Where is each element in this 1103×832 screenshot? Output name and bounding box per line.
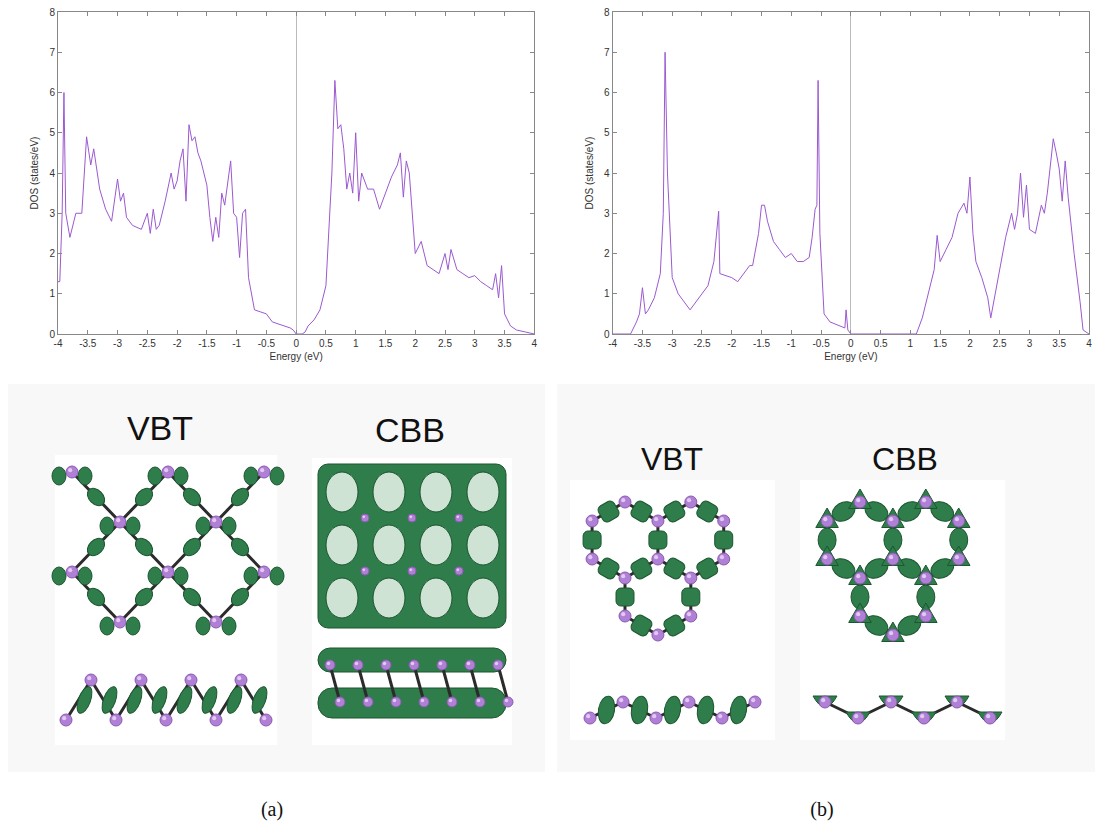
svg-text:VBT: VBT (641, 441, 703, 477)
svg-text:5: 5 (49, 127, 55, 138)
svg-text:0.5: 0.5 (874, 338, 888, 349)
svg-text:Energy (eV): Energy (eV) (269, 351, 322, 362)
svg-text:-0.5: -0.5 (258, 338, 276, 349)
svg-text:(a): (a) (261, 798, 283, 821)
svg-text:-1: -1 (232, 338, 241, 349)
svg-text:CBB: CBB (375, 411, 445, 449)
svg-text:4: 4 (1086, 338, 1092, 349)
svg-text:1: 1 (604, 288, 610, 299)
svg-text:3: 3 (472, 338, 478, 349)
svg-text:0: 0 (848, 338, 854, 349)
svg-text:5: 5 (604, 127, 610, 138)
svg-text:3: 3 (49, 208, 55, 219)
svg-text:7: 7 (604, 47, 610, 58)
svg-text:3: 3 (1027, 338, 1033, 349)
svg-text:1.5: 1.5 (379, 338, 393, 349)
svg-text:3.5: 3.5 (1052, 338, 1066, 349)
svg-text:4: 4 (532, 338, 538, 349)
svg-text:4: 4 (49, 168, 55, 179)
svg-text:-1.5: -1.5 (198, 338, 216, 349)
svg-text:1: 1 (353, 338, 359, 349)
svg-text:0: 0 (293, 338, 299, 349)
svg-text:2: 2 (967, 338, 973, 349)
svg-text:2: 2 (412, 338, 418, 349)
svg-text:Energy (eV): Energy (eV) (824, 351, 877, 362)
svg-text:(b): (b) (810, 798, 833, 821)
svg-text:2.5: 2.5 (993, 338, 1007, 349)
svg-text:-2.5: -2.5 (693, 338, 711, 349)
svg-text:-0.5: -0.5 (812, 338, 830, 349)
svg-text:4: 4 (604, 168, 610, 179)
svg-text:VBT: VBT (127, 409, 193, 447)
svg-text:6: 6 (49, 87, 55, 98)
svg-text:2.5: 2.5 (438, 338, 452, 349)
svg-text:0: 0 (49, 329, 55, 340)
svg-text:DOS (states/eV): DOS (states/eV) (584, 137, 595, 210)
svg-text:-1.5: -1.5 (753, 338, 771, 349)
svg-text:8: 8 (604, 7, 610, 18)
svg-text:1.5: 1.5 (933, 338, 947, 349)
svg-text:-4: -4 (54, 338, 63, 349)
svg-text:-3.5: -3.5 (79, 338, 97, 349)
svg-text:0: 0 (604, 329, 610, 340)
svg-text:CBB: CBB (872, 441, 938, 477)
svg-text:1: 1 (49, 288, 55, 299)
svg-text:-3: -3 (113, 338, 122, 349)
svg-text:8: 8 (49, 7, 55, 18)
svg-text:0.5: 0.5 (319, 338, 333, 349)
svg-text:7: 7 (49, 47, 55, 58)
svg-text:1: 1 (908, 338, 914, 349)
svg-text:3.5: 3.5 (498, 338, 512, 349)
svg-text:-3: -3 (668, 338, 677, 349)
svg-text:-1: -1 (787, 338, 796, 349)
svg-text:2: 2 (604, 248, 610, 259)
svg-text:-3.5: -3.5 (634, 338, 652, 349)
svg-text:DOS (states/eV): DOS (states/eV) (29, 137, 40, 210)
svg-text:-4: -4 (608, 338, 617, 349)
svg-text:2: 2 (49, 248, 55, 259)
svg-text:6: 6 (604, 87, 610, 98)
svg-text:-2.5: -2.5 (139, 338, 157, 349)
svg-text:3: 3 (604, 208, 610, 219)
svg-text:-2: -2 (173, 338, 182, 349)
svg-text:-2: -2 (727, 338, 736, 349)
